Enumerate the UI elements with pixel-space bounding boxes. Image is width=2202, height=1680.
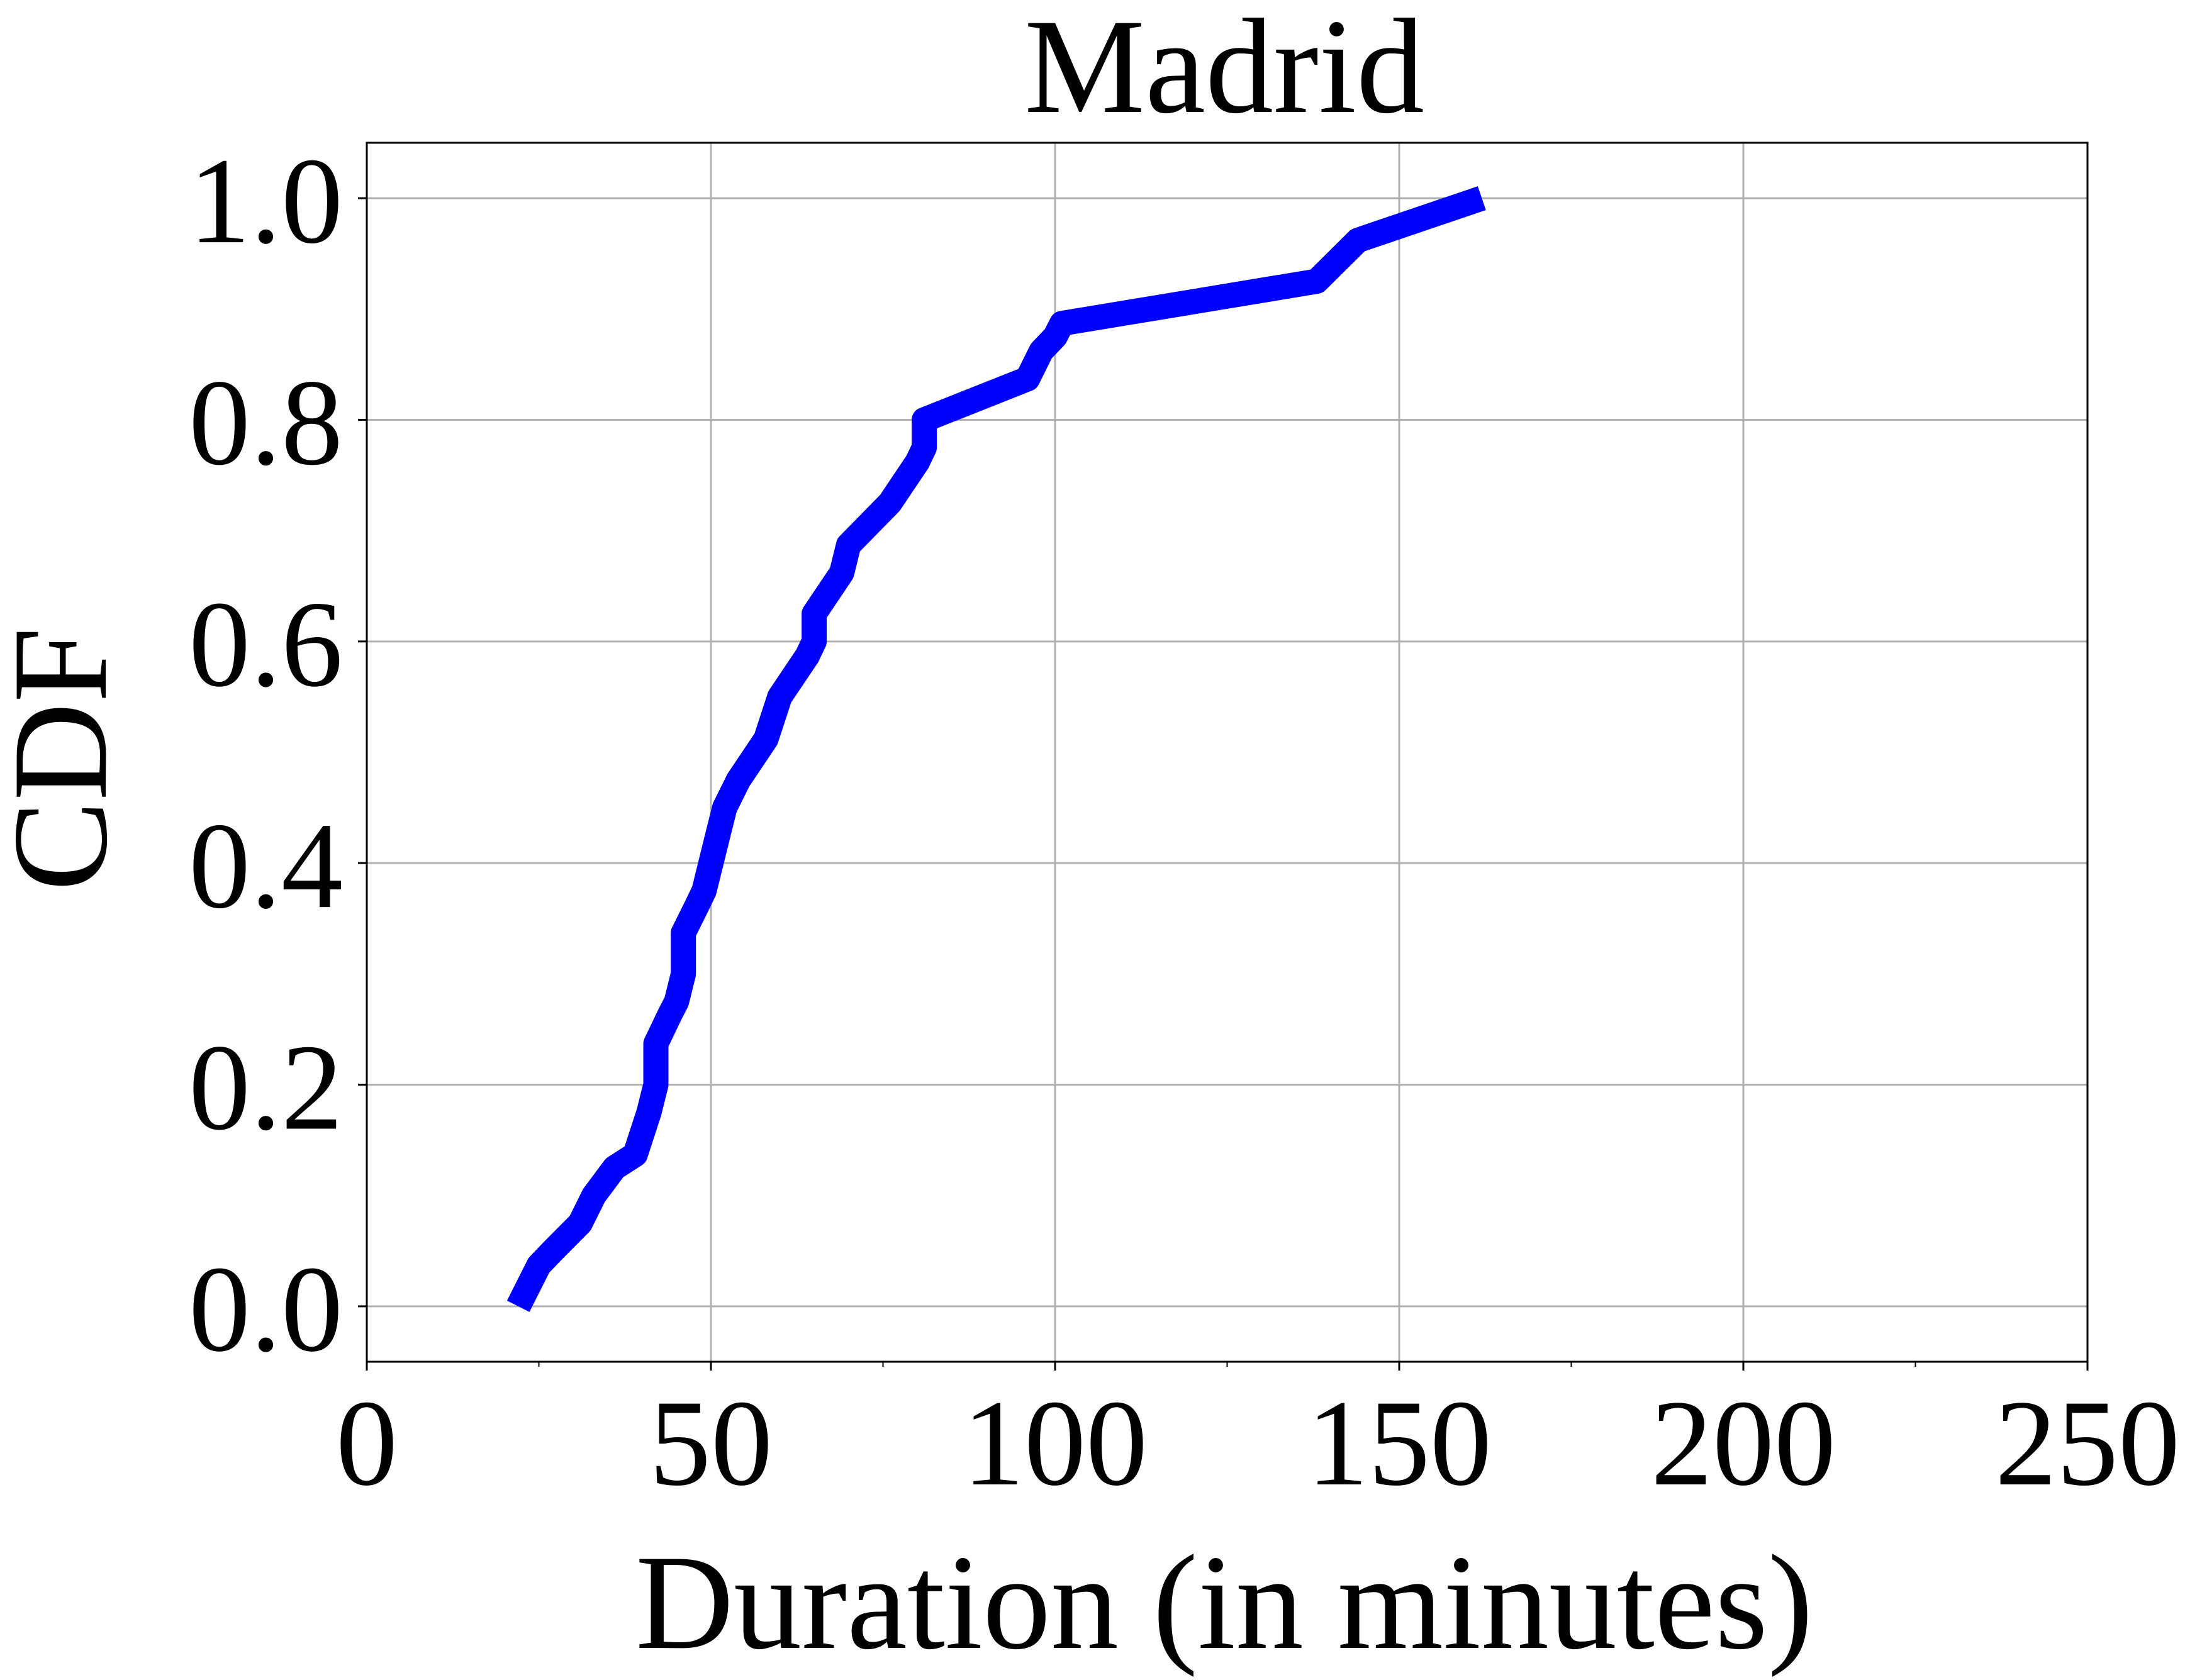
- x-tick-label: 0: [336, 1375, 398, 1511]
- x-axis-label: Duration (in minutes): [635, 1527, 1813, 1677]
- data-line-layer: [506, 186, 1486, 1312]
- chart-title: Madrid: [1024, 0, 1424, 142]
- x-tick-label: 50: [649, 1375, 773, 1511]
- plot-frame: [366, 142, 2089, 1363]
- y-tick-label: 0.6: [189, 576, 343, 713]
- y-tick-label: 0.2: [189, 1020, 343, 1156]
- y-tick-label: 1.0: [189, 133, 343, 269]
- tick-labels: 0 50 100 150 200 250 0.0 0.2 0.4 0.6 0.8 1.0: [189, 133, 2180, 1511]
- x-tick-label: 250: [1995, 1375, 2180, 1511]
- tick-marks: [358, 197, 2089, 1371]
- y-tick-label: 0.0: [189, 1241, 343, 1377]
- y-tick-label: 0.4: [189, 798, 343, 934]
- cdf-line: [506, 186, 1486, 1312]
- x-tick-label: 150: [1307, 1375, 1492, 1511]
- grid-lines: [366, 143, 2089, 1362]
- x-tick-label: 100: [963, 1375, 1148, 1511]
- y-axis-label: CDF: [0, 627, 135, 891]
- x-tick-label: 200: [1651, 1375, 1836, 1511]
- y-tick-label: 0.8: [189, 354, 343, 491]
